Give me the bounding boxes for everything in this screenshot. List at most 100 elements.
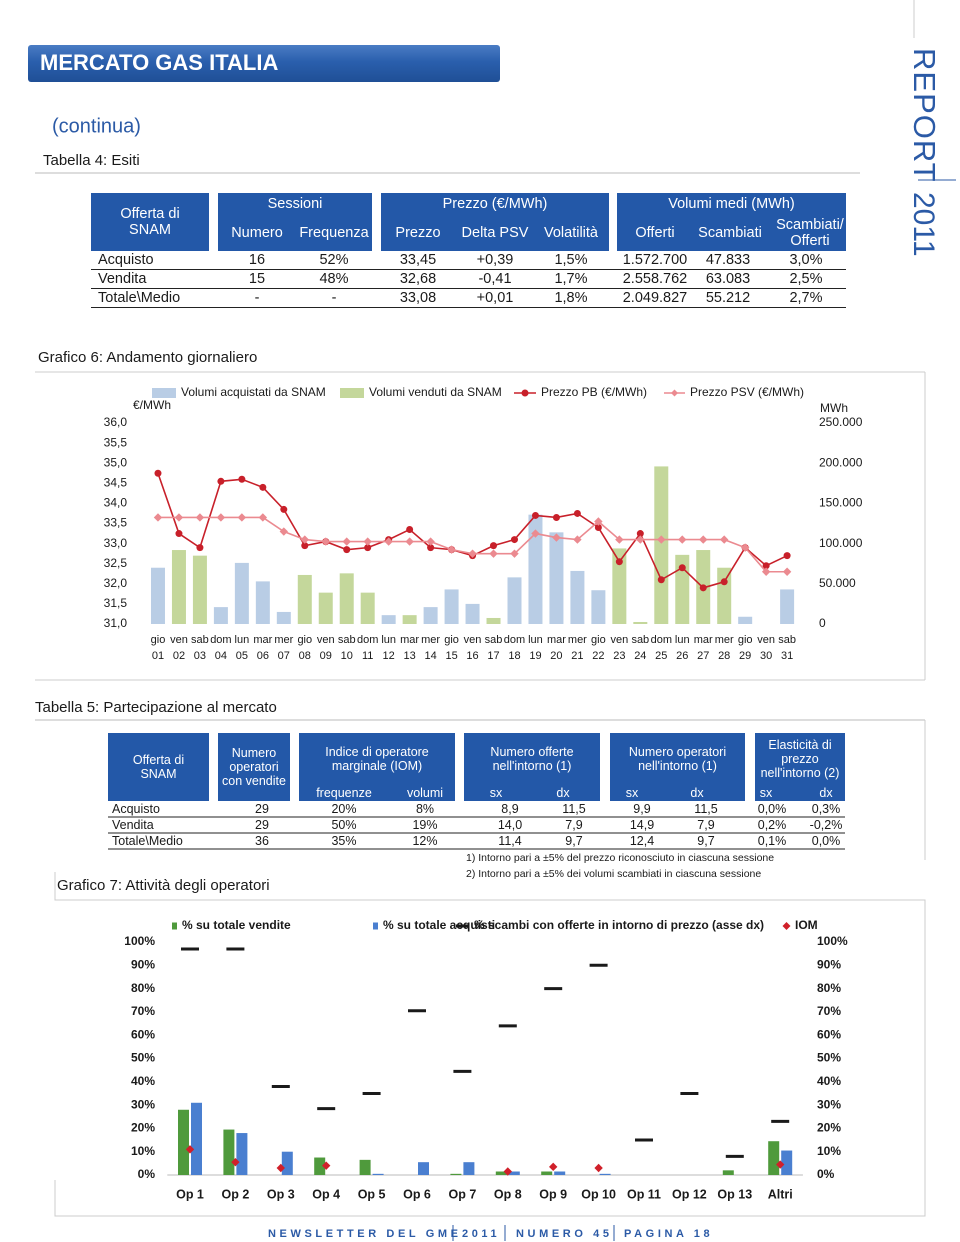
chart-title: Grafico 6: Andamento giornaliero: [38, 349, 257, 366]
row-label: Vendita: [98, 270, 147, 287]
table-caption: Tabella 4: Esiti: [43, 152, 140, 169]
x-tick-label: Op 13: [717, 1187, 752, 1201]
x-tick-label: ven 02: [170, 634, 188, 662]
point: [406, 526, 414, 534]
column-header: Frequenza: [299, 224, 369, 241]
table-cell: 2.049.827: [622, 289, 688, 306]
column-header: volumi: [406, 786, 444, 800]
table-cell: 0,2%: [757, 818, 787, 832]
point: [175, 530, 183, 538]
bar: [359, 1159, 371, 1175]
table-cell: +0,01: [476, 289, 514, 306]
x-tick-label: lun 05: [234, 634, 250, 662]
bar: [234, 562, 249, 624]
column-header: Numero: [231, 224, 283, 241]
table-cell: 33,08: [399, 289, 437, 306]
bar: [339, 573, 354, 624]
point: [776, 1160, 785, 1169]
point: [699, 535, 708, 544]
legend-label: Prezzo PB (€/MWh): [541, 385, 647, 399]
point: [761, 567, 771, 576]
table-cell: 0,3%: [811, 802, 841, 816]
table-cell: 20%: [331, 802, 357, 816]
y2-tick-label: 100.000: [819, 536, 863, 550]
bar: [495, 1171, 507, 1175]
x-tick-label: Altri: [768, 1187, 793, 1201]
x-tick-label: mer 28: [714, 634, 734, 662]
point: [552, 513, 560, 521]
bar: [570, 570, 585, 624]
point: [531, 529, 540, 538]
page-title: MERCATO GAS ITALIA: [40, 50, 278, 75]
x-tick-label: sab 24: [631, 634, 650, 662]
y-tick-label: 90%: [131, 957, 155, 971]
point: [343, 546, 351, 554]
table-cell: 12,4: [629, 834, 655, 848]
point: [657, 576, 665, 584]
bar: [314, 1157, 326, 1175]
legend-swatch: [671, 389, 678, 397]
footer-item: NEWSLETTER DEL GME: [268, 1228, 462, 1240]
point: [678, 564, 686, 572]
table-cell: 0,0%: [811, 834, 841, 848]
y-tick-label: 32,5: [104, 556, 128, 570]
x-tick-label: sab 03: [191, 634, 209, 662]
point: [276, 1163, 285, 1173]
point: [573, 509, 581, 517]
x-tick-label: sab 31: [778, 634, 796, 662]
point: [720, 535, 729, 544]
point: [636, 535, 645, 544]
group-header: Sessioni: [267, 195, 323, 212]
bar: [549, 532, 564, 624]
group-header: Indice di operatore marginale (IOM): [325, 745, 429, 773]
bar: [213, 607, 228, 624]
point: [594, 517, 603, 526]
bar: [450, 1173, 462, 1175]
bar: [444, 589, 459, 624]
bar: [318, 592, 333, 624]
header-block: [755, 733, 845, 801]
footer-item: PAGINA 18: [624, 1228, 713, 1240]
table-cell: 9,7: [697, 834, 715, 848]
x-tick-label: lun 26: [674, 634, 690, 662]
x-tick-label: mar 27: [693, 634, 713, 662]
legend-label: IOM: [795, 918, 818, 932]
bar: [423, 607, 438, 624]
point: [185, 1145, 195, 1154]
header-block: [299, 733, 455, 801]
point: [782, 567, 792, 576]
point: [594, 1163, 603, 1173]
y-tick-label: 60%: [131, 1027, 155, 1041]
table-cell: 11,5: [694, 802, 718, 816]
line: [157, 472, 788, 589]
table-cell: 1,8%: [554, 289, 588, 306]
header-block: [381, 193, 609, 251]
column-header: dx: [819, 786, 833, 800]
side-label: REPORT: [907, 48, 942, 183]
y2-tick-label: 50%: [817, 1051, 841, 1065]
row-label: Vendita: [112, 818, 154, 832]
table-cell: 8%: [415, 802, 435, 816]
y-tick-label: 50%: [131, 1051, 155, 1065]
point: [384, 537, 393, 546]
table-cell: 3,0%: [789, 251, 823, 268]
table-cell: 0,1%: [757, 834, 787, 848]
x-tick-label: Op 1: [176, 1187, 204, 1201]
side-year: 2011: [907, 192, 940, 257]
x-tick-label: mar 20: [546, 634, 566, 662]
x-tick-label: mer 07: [274, 634, 294, 662]
x-tick-label: Op 7: [449, 1187, 477, 1201]
point: [426, 537, 435, 546]
table-cell: 11,5: [562, 802, 586, 816]
table-cell: 2,7%: [789, 289, 823, 306]
continuation: (continua): [52, 115, 141, 137]
x-tick-label: gio 01: [150, 634, 166, 662]
legend-label: Volumi venduti da SNAM: [369, 385, 502, 399]
y2-tick-label: 30%: [817, 1097, 841, 1111]
header-block: [218, 733, 290, 801]
point: [259, 483, 267, 491]
table-cell: 32,68: [399, 270, 437, 287]
table-cell: 36: [255, 834, 269, 848]
point: [594, 524, 602, 532]
